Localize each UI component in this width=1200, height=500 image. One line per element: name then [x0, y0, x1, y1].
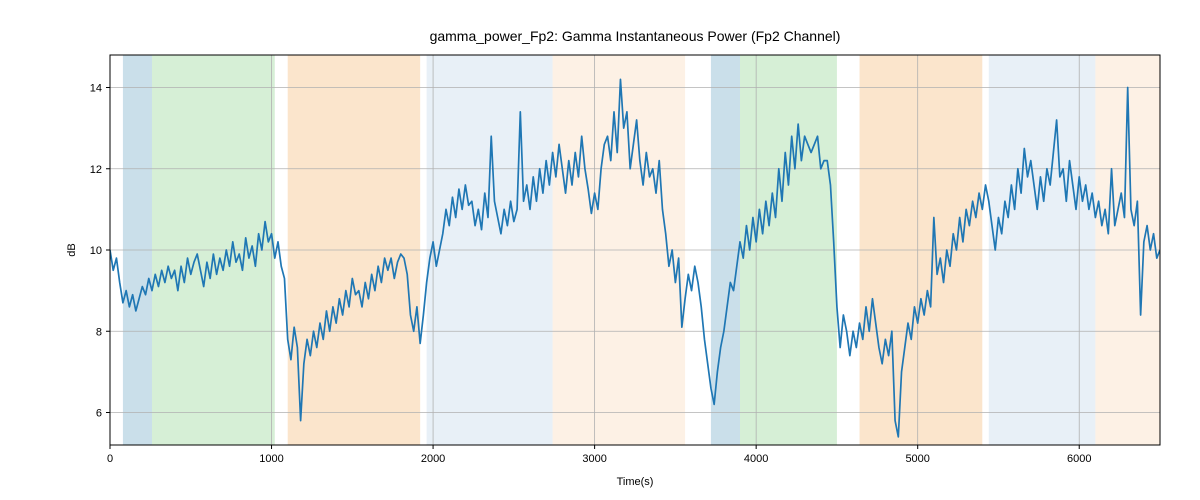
y-tick-label: 6	[96, 408, 102, 420]
x-tick-label: 5000	[905, 453, 929, 465]
y-axis-label: dB	[66, 243, 78, 256]
y-tick-label: 10	[90, 245, 102, 257]
y-tick-label: 14	[90, 83, 102, 95]
x-axis-label: Time(s)	[617, 476, 654, 488]
x-tick-label: 2000	[421, 453, 445, 465]
x-tick-label: 3000	[582, 453, 606, 465]
x-tick-label: 6000	[1067, 453, 1091, 465]
chart-title: gamma_power_Fp2: Gamma Instantaneous Pow…	[430, 28, 841, 44]
x-tick-label: 1000	[259, 453, 283, 465]
line-chart: 0 1000 2000 3000 4000 5000 6000 6 8 10 12 14 gamma_p…	[0, 0, 1200, 500]
y-tick-label: 8	[96, 326, 102, 338]
y-tick-label: 12	[90, 164, 102, 176]
x-tick-label: 0	[107, 453, 113, 465]
x-tick-label: 4000	[744, 453, 768, 465]
chart-container: 0 1000 2000 3000 4000 5000 6000 6 8 10 12 14 gamma_p…	[0, 0, 1200, 500]
